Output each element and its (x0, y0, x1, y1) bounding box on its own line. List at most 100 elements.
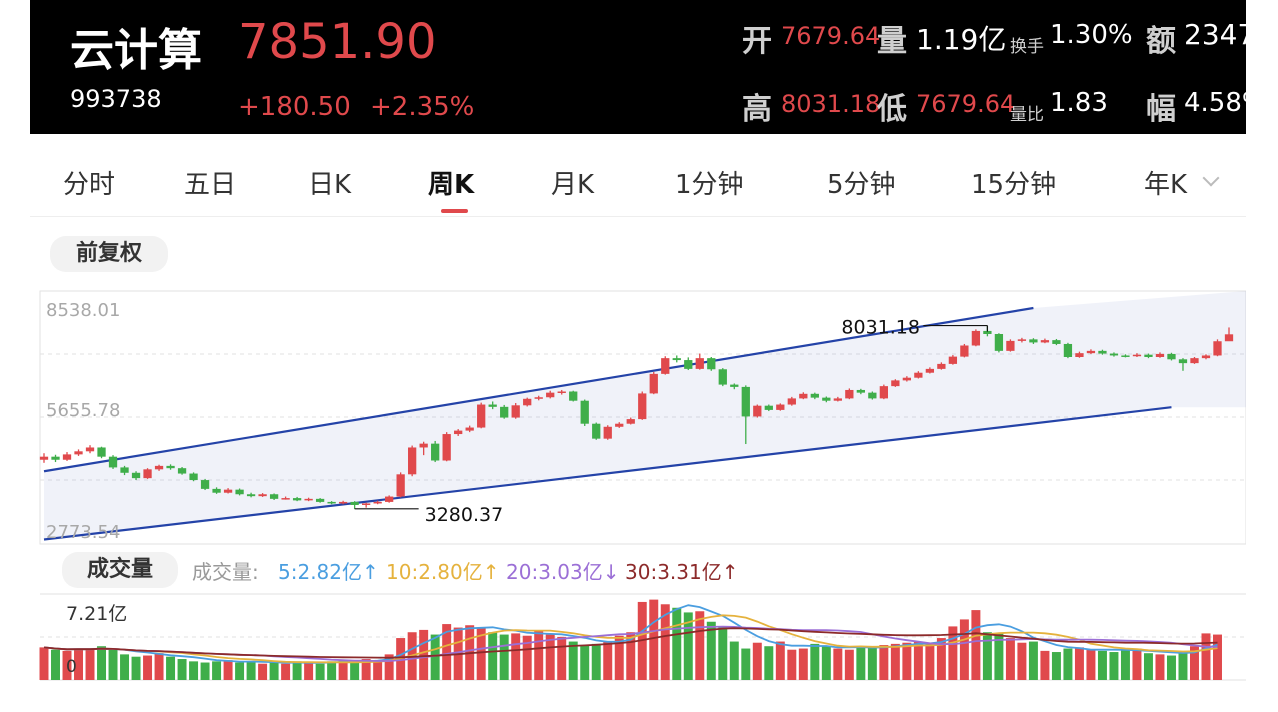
volume-bar (235, 662, 245, 680)
volume-bar (361, 659, 371, 680)
candle-body (385, 496, 394, 502)
tab-1-minute[interactable]: 1分钟 (675, 170, 744, 200)
y-axis-mid-label: 5655.78 (46, 400, 120, 421)
candle-body (39, 456, 49, 460)
candle-body (223, 489, 233, 493)
tab-monthly-k[interactable]: 月K (551, 170, 595, 200)
candle-body (292, 498, 302, 501)
candle-body (431, 443, 440, 461)
volume-bar (1155, 654, 1165, 680)
volume-bar (1017, 642, 1027, 680)
candle-body (1029, 339, 1038, 343)
amplitude-value: 4.58% (1184, 88, 1246, 118)
candle-body (120, 467, 129, 473)
candle-body (891, 380, 900, 387)
candle-body (177, 468, 187, 474)
volume-bar (189, 661, 199, 680)
candle-body (1201, 355, 1211, 359)
candle-body (511, 405, 520, 418)
candle-body (764, 405, 773, 410)
volume-legend-label: 成交量: (192, 560, 259, 584)
tab-intraday[interactable]: 分时 (63, 170, 116, 200)
tab-yearly-k[interactable]: 年K (1144, 170, 1188, 200)
volume-ratio-label: 量比 (1010, 105, 1044, 125)
volume-bar (315, 663, 325, 680)
candle-body (707, 358, 716, 370)
volume-bar (430, 634, 440, 680)
volume-series (39, 599, 1222, 680)
volume-bar (660, 604, 670, 680)
volume-bar (177, 659, 187, 680)
candle-body (74, 451, 83, 455)
volume-bar (212, 661, 222, 680)
volume-bar (557, 636, 567, 680)
volume-bar (718, 626, 728, 680)
volume-bar (775, 641, 785, 680)
tab-daily-k[interactable]: 日K (308, 170, 352, 200)
volume-bar (39, 647, 49, 680)
volume-bar (844, 649, 854, 680)
volume-bar (752, 642, 762, 680)
high-label: 高 (742, 92, 772, 127)
volume-bar (982, 632, 992, 680)
candle-body (477, 404, 486, 428)
volume-bar (131, 656, 141, 680)
candle-body (189, 473, 198, 481)
volume-button[interactable]: 成交量 (62, 552, 178, 588)
volume-label: 量 (877, 24, 907, 59)
candle-body (557, 391, 566, 394)
open-label: 开 (742, 24, 772, 59)
candle-body (338, 501, 348, 504)
candle-body (454, 430, 463, 435)
volume-bar (499, 634, 509, 680)
low-label: 低 (877, 92, 907, 127)
volume-bar (798, 648, 808, 680)
volume-ratio-value: 1.83 (1050, 88, 1108, 118)
candle-body (212, 488, 221, 493)
high-value: 8031.18 (781, 90, 881, 118)
volume-bar (338, 660, 348, 680)
adjust-button[interactable]: 前复权 (50, 236, 168, 272)
volume-bar (580, 645, 590, 680)
volume-bar (62, 650, 72, 680)
volume-bar (384, 654, 394, 680)
volume-bar (281, 663, 291, 680)
period-tabs: 分时 五日 日K 周K 月K 1分钟 5分钟 15分钟 年K (30, 148, 1246, 217)
volume-bar (729, 641, 739, 680)
volume-bar (1143, 653, 1153, 680)
candle-body (1109, 353, 1119, 356)
volume-bar (522, 635, 532, 680)
volume-bar (741, 648, 751, 680)
volume-bar (327, 661, 337, 680)
candle-body (1086, 350, 1096, 354)
candle-body (787, 398, 796, 405)
tab-15-minute[interactable]: 15分钟 (971, 170, 1057, 200)
candle-body (971, 330, 981, 346)
volume-bar (1109, 652, 1119, 680)
volume-ma30-value: 30:3.31亿↑ (625, 560, 738, 584)
volume-bar (925, 643, 935, 680)
tab-5-minute[interactable]: 5分钟 (827, 170, 896, 200)
volume-max-label: 7.21亿 (66, 603, 127, 625)
candle-body (822, 397, 831, 401)
candle-body (534, 397, 543, 399)
volume-bar (1201, 633, 1211, 680)
tab-five-day[interactable]: 五日 (184, 170, 237, 200)
volume-bar (97, 646, 107, 680)
volume-bar (51, 649, 60, 680)
candle-body (753, 405, 762, 417)
candle-body (131, 472, 141, 479)
candle-body (1006, 340, 1015, 351)
candle-body (580, 400, 589, 424)
volume-bar (626, 632, 636, 680)
candle-body (730, 384, 739, 387)
volume-bar (1097, 650, 1107, 680)
turnover-value: 1.30% (1050, 20, 1133, 50)
candle-body (488, 404, 497, 407)
quote-header: 云计算 7851.90 993738 +180.50 +2.35% 开 7679… (30, 0, 1246, 134)
y-axis-bottom-label: 2773.54 (46, 522, 120, 543)
tab-weekly-k[interactable]: 周K (428, 170, 475, 200)
volume-bar (269, 662, 279, 680)
volume-zero-label: 0 (66, 657, 77, 677)
candle-body (85, 447, 95, 452)
